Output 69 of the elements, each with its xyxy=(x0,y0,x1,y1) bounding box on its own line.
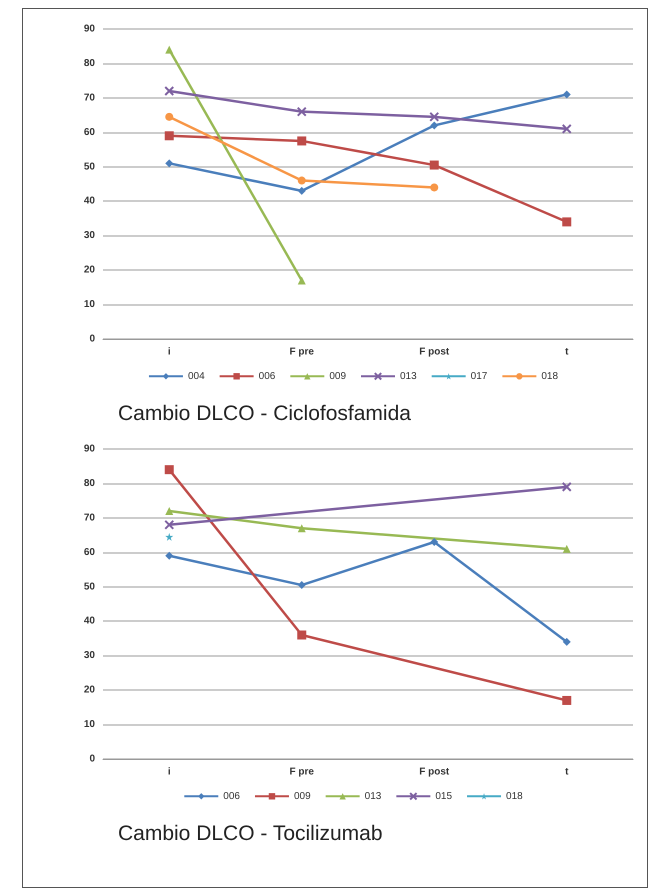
point xyxy=(165,552,174,560)
point xyxy=(296,106,307,117)
legend-label: 018 xyxy=(506,790,524,802)
point xyxy=(164,131,174,140)
legend-label: 018 xyxy=(541,370,558,382)
point xyxy=(164,465,174,474)
y-tick-label: 40 xyxy=(84,196,96,207)
y-tick-label: 30 xyxy=(84,230,96,242)
point xyxy=(298,581,306,590)
y-tick-label: 20 xyxy=(84,684,96,696)
text: Cambio DLCO - Ciclofosfamida xyxy=(118,402,412,425)
x-tick-label: F post xyxy=(419,766,450,778)
point xyxy=(562,482,572,492)
y-tick-label: 50 xyxy=(84,161,96,172)
point xyxy=(298,186,306,195)
point xyxy=(297,136,306,146)
y-tick-label: 60 xyxy=(84,546,96,558)
point xyxy=(562,696,572,705)
text: Cambio DLCO - Tocilizumab xyxy=(118,822,383,845)
point xyxy=(430,121,438,130)
point xyxy=(562,124,572,134)
legend-label: 017 xyxy=(470,370,488,382)
x-tick-label: F pre xyxy=(290,766,314,778)
point xyxy=(562,90,571,98)
point xyxy=(298,176,306,185)
legend-label: 013 xyxy=(400,370,418,382)
point xyxy=(562,638,571,646)
point xyxy=(297,630,306,640)
y-tick-label: 0 xyxy=(89,334,96,344)
point xyxy=(164,86,174,96)
y-tick-label: 40 xyxy=(84,616,96,627)
legend-label: 015 xyxy=(435,790,452,802)
point xyxy=(165,532,174,541)
legend-label: 006 xyxy=(258,370,276,382)
y-tick-label: 90 xyxy=(84,24,96,34)
y-tick-label: 70 xyxy=(84,512,96,524)
point xyxy=(430,183,438,192)
y-tick-label: 60 xyxy=(84,126,96,138)
y-tick-label: 50 xyxy=(84,581,96,592)
point xyxy=(562,217,572,226)
y-tick-label: 80 xyxy=(84,58,96,69)
legend-label: 013 xyxy=(364,790,382,802)
x-tick-label: t xyxy=(565,766,570,778)
point xyxy=(562,544,571,553)
point xyxy=(165,507,174,515)
x-tick-label: t xyxy=(565,346,570,358)
point xyxy=(298,524,306,532)
point xyxy=(165,159,174,168)
legend-label: 004 xyxy=(188,370,206,382)
x-tick-label: i xyxy=(168,766,171,778)
point xyxy=(430,160,439,170)
x-tick-label: F pre xyxy=(290,346,314,358)
x-tick-label: i xyxy=(168,346,171,358)
point xyxy=(430,538,438,546)
legend-label: 009 xyxy=(294,790,312,802)
point xyxy=(164,520,174,530)
y-tick-label: 70 xyxy=(84,92,96,104)
y-tick-label: 30 xyxy=(84,650,96,662)
point xyxy=(165,112,174,121)
y-tick-label: 0 xyxy=(89,754,96,764)
x-tick-label: F post xyxy=(419,346,450,358)
y-tick-label: 20 xyxy=(84,264,96,276)
y-tick-label: 10 xyxy=(84,719,96,730)
y-tick-label: 80 xyxy=(84,478,96,489)
point xyxy=(429,112,440,122)
y-tick-label: 10 xyxy=(84,299,96,310)
legend-label: 006 xyxy=(223,790,240,802)
y-tick-label: 90 xyxy=(84,444,96,454)
legend-label: 009 xyxy=(329,370,346,382)
